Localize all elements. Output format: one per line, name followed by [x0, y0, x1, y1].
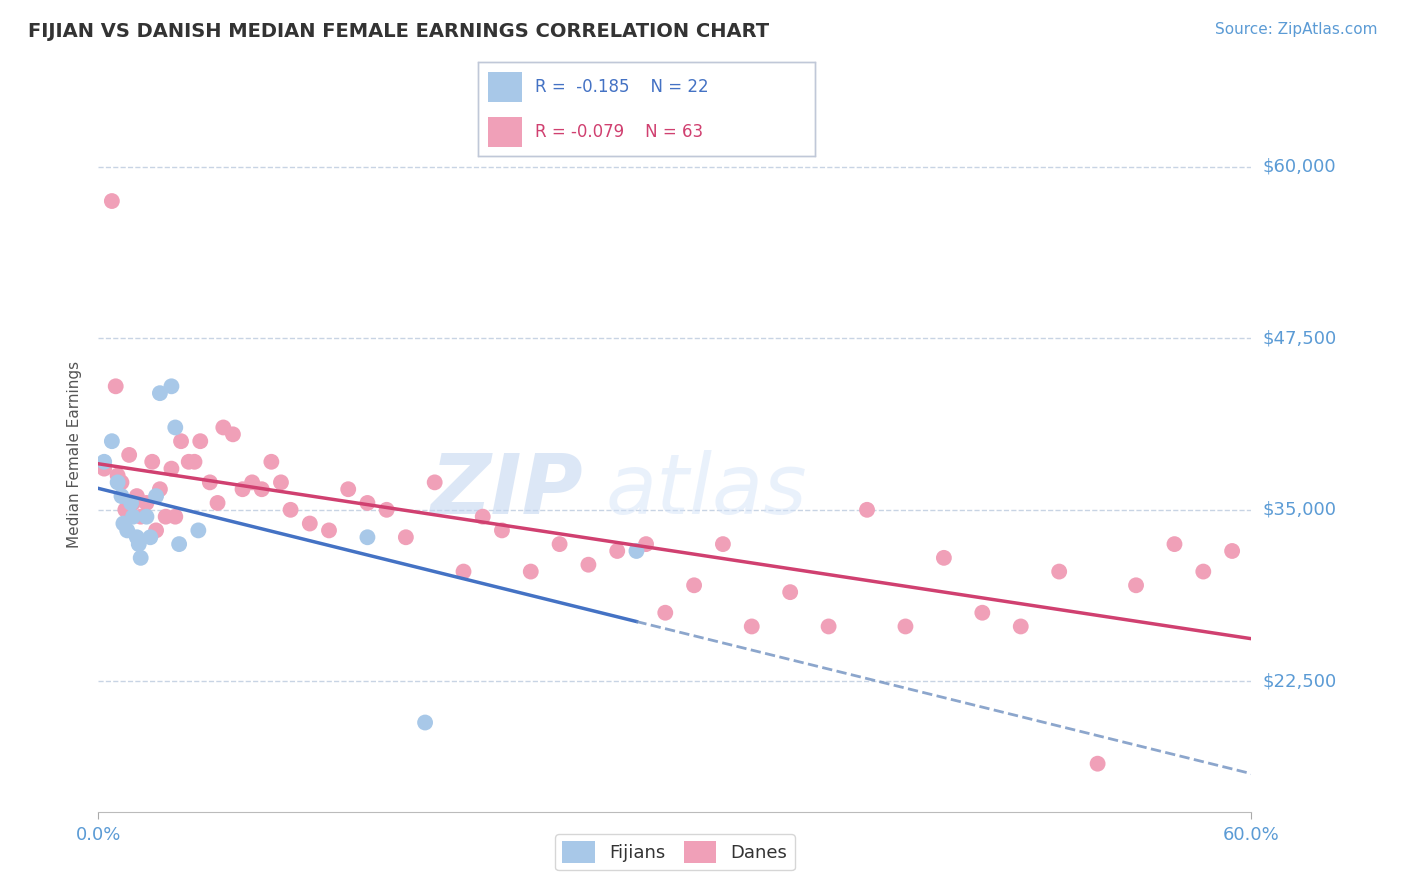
- Point: [741, 619, 763, 633]
- Point: [145, 489, 167, 503]
- Point: [634, 537, 657, 551]
- Point: [187, 524, 209, 538]
- Point: [856, 503, 879, 517]
- Point: [231, 482, 254, 496]
- Point: [654, 606, 676, 620]
- Point: [548, 537, 571, 551]
- Text: $22,500: $22,500: [1263, 673, 1337, 690]
- Point: [413, 715, 436, 730]
- Point: [122, 496, 145, 510]
- Point: [128, 537, 150, 551]
- Point: [1163, 537, 1185, 551]
- Bar: [488, 72, 522, 102]
- Point: [149, 482, 172, 496]
- Point: [520, 565, 543, 579]
- Point: [104, 379, 127, 393]
- Point: [1220, 544, 1243, 558]
- Point: [110, 489, 132, 503]
- Point: [141, 455, 163, 469]
- Point: [120, 496, 142, 510]
- Point: [356, 496, 378, 510]
- Point: [198, 475, 221, 490]
- Point: [155, 509, 177, 524]
- Point: [129, 509, 152, 524]
- Point: [107, 475, 129, 490]
- Text: ZIP: ZIP: [430, 450, 582, 531]
- Point: [93, 455, 115, 469]
- Point: [453, 565, 475, 579]
- Point: [125, 530, 148, 544]
- Text: Source: ZipAtlas.com: Source: ZipAtlas.com: [1215, 22, 1378, 37]
- Point: [318, 524, 340, 538]
- Point: [1087, 756, 1109, 771]
- Point: [298, 516, 321, 531]
- Point: [125, 489, 148, 503]
- Point: [160, 461, 183, 475]
- Point: [207, 496, 229, 510]
- Text: R =  -0.185    N = 22: R = -0.185 N = 22: [536, 78, 709, 95]
- Point: [135, 496, 157, 510]
- Point: [160, 379, 183, 393]
- Point: [337, 482, 360, 496]
- Point: [129, 550, 152, 565]
- Point: [1047, 565, 1070, 579]
- Text: $47,500: $47,500: [1263, 329, 1337, 347]
- Point: [260, 455, 283, 469]
- Point: [135, 509, 157, 524]
- Point: [170, 434, 193, 449]
- Point: [779, 585, 801, 599]
- Text: FIJIAN VS DANISH MEDIAN FEMALE EARNINGS CORRELATION CHART: FIJIAN VS DANISH MEDIAN FEMALE EARNINGS …: [28, 22, 769, 41]
- Point: [1125, 578, 1147, 592]
- Point: [711, 537, 734, 551]
- Point: [165, 420, 187, 434]
- Point: [183, 455, 205, 469]
- Point: [270, 475, 292, 490]
- Point: [107, 468, 129, 483]
- Point: [576, 558, 599, 572]
- Point: [177, 455, 200, 469]
- Point: [110, 475, 132, 490]
- Y-axis label: Median Female Earnings: Median Female Earnings: [67, 361, 83, 549]
- Point: [471, 509, 494, 524]
- Point: [139, 530, 162, 544]
- Point: [606, 544, 628, 558]
- Point: [145, 524, 167, 538]
- Bar: [488, 117, 522, 147]
- Point: [250, 482, 273, 496]
- Point: [1192, 565, 1215, 579]
- Point: [491, 524, 513, 538]
- Point: [122, 509, 145, 524]
- Point: [149, 386, 172, 401]
- Point: [894, 619, 917, 633]
- Point: [222, 427, 245, 442]
- Point: [101, 434, 124, 449]
- Legend: Fijians, Danes: Fijians, Danes: [555, 834, 794, 871]
- Point: [114, 503, 136, 517]
- Text: atlas: atlas: [606, 450, 807, 531]
- Point: [101, 194, 124, 208]
- Point: [188, 434, 211, 449]
- Point: [683, 578, 706, 592]
- Point: [280, 503, 302, 517]
- Point: [626, 544, 648, 558]
- Point: [112, 516, 135, 531]
- Point: [165, 509, 187, 524]
- Point: [117, 524, 138, 538]
- Text: $60,000: $60,000: [1263, 158, 1336, 176]
- Point: [1010, 619, 1032, 633]
- Point: [356, 530, 378, 544]
- Point: [118, 448, 141, 462]
- Point: [240, 475, 263, 490]
- Point: [167, 537, 190, 551]
- Point: [212, 420, 235, 434]
- Text: R = -0.079    N = 63: R = -0.079 N = 63: [536, 123, 703, 141]
- Point: [395, 530, 418, 544]
- Point: [972, 606, 994, 620]
- Point: [93, 461, 115, 475]
- Point: [932, 550, 955, 565]
- Point: [817, 619, 839, 633]
- Text: $35,000: $35,000: [1263, 500, 1337, 519]
- Point: [375, 503, 398, 517]
- Point: [423, 475, 446, 490]
